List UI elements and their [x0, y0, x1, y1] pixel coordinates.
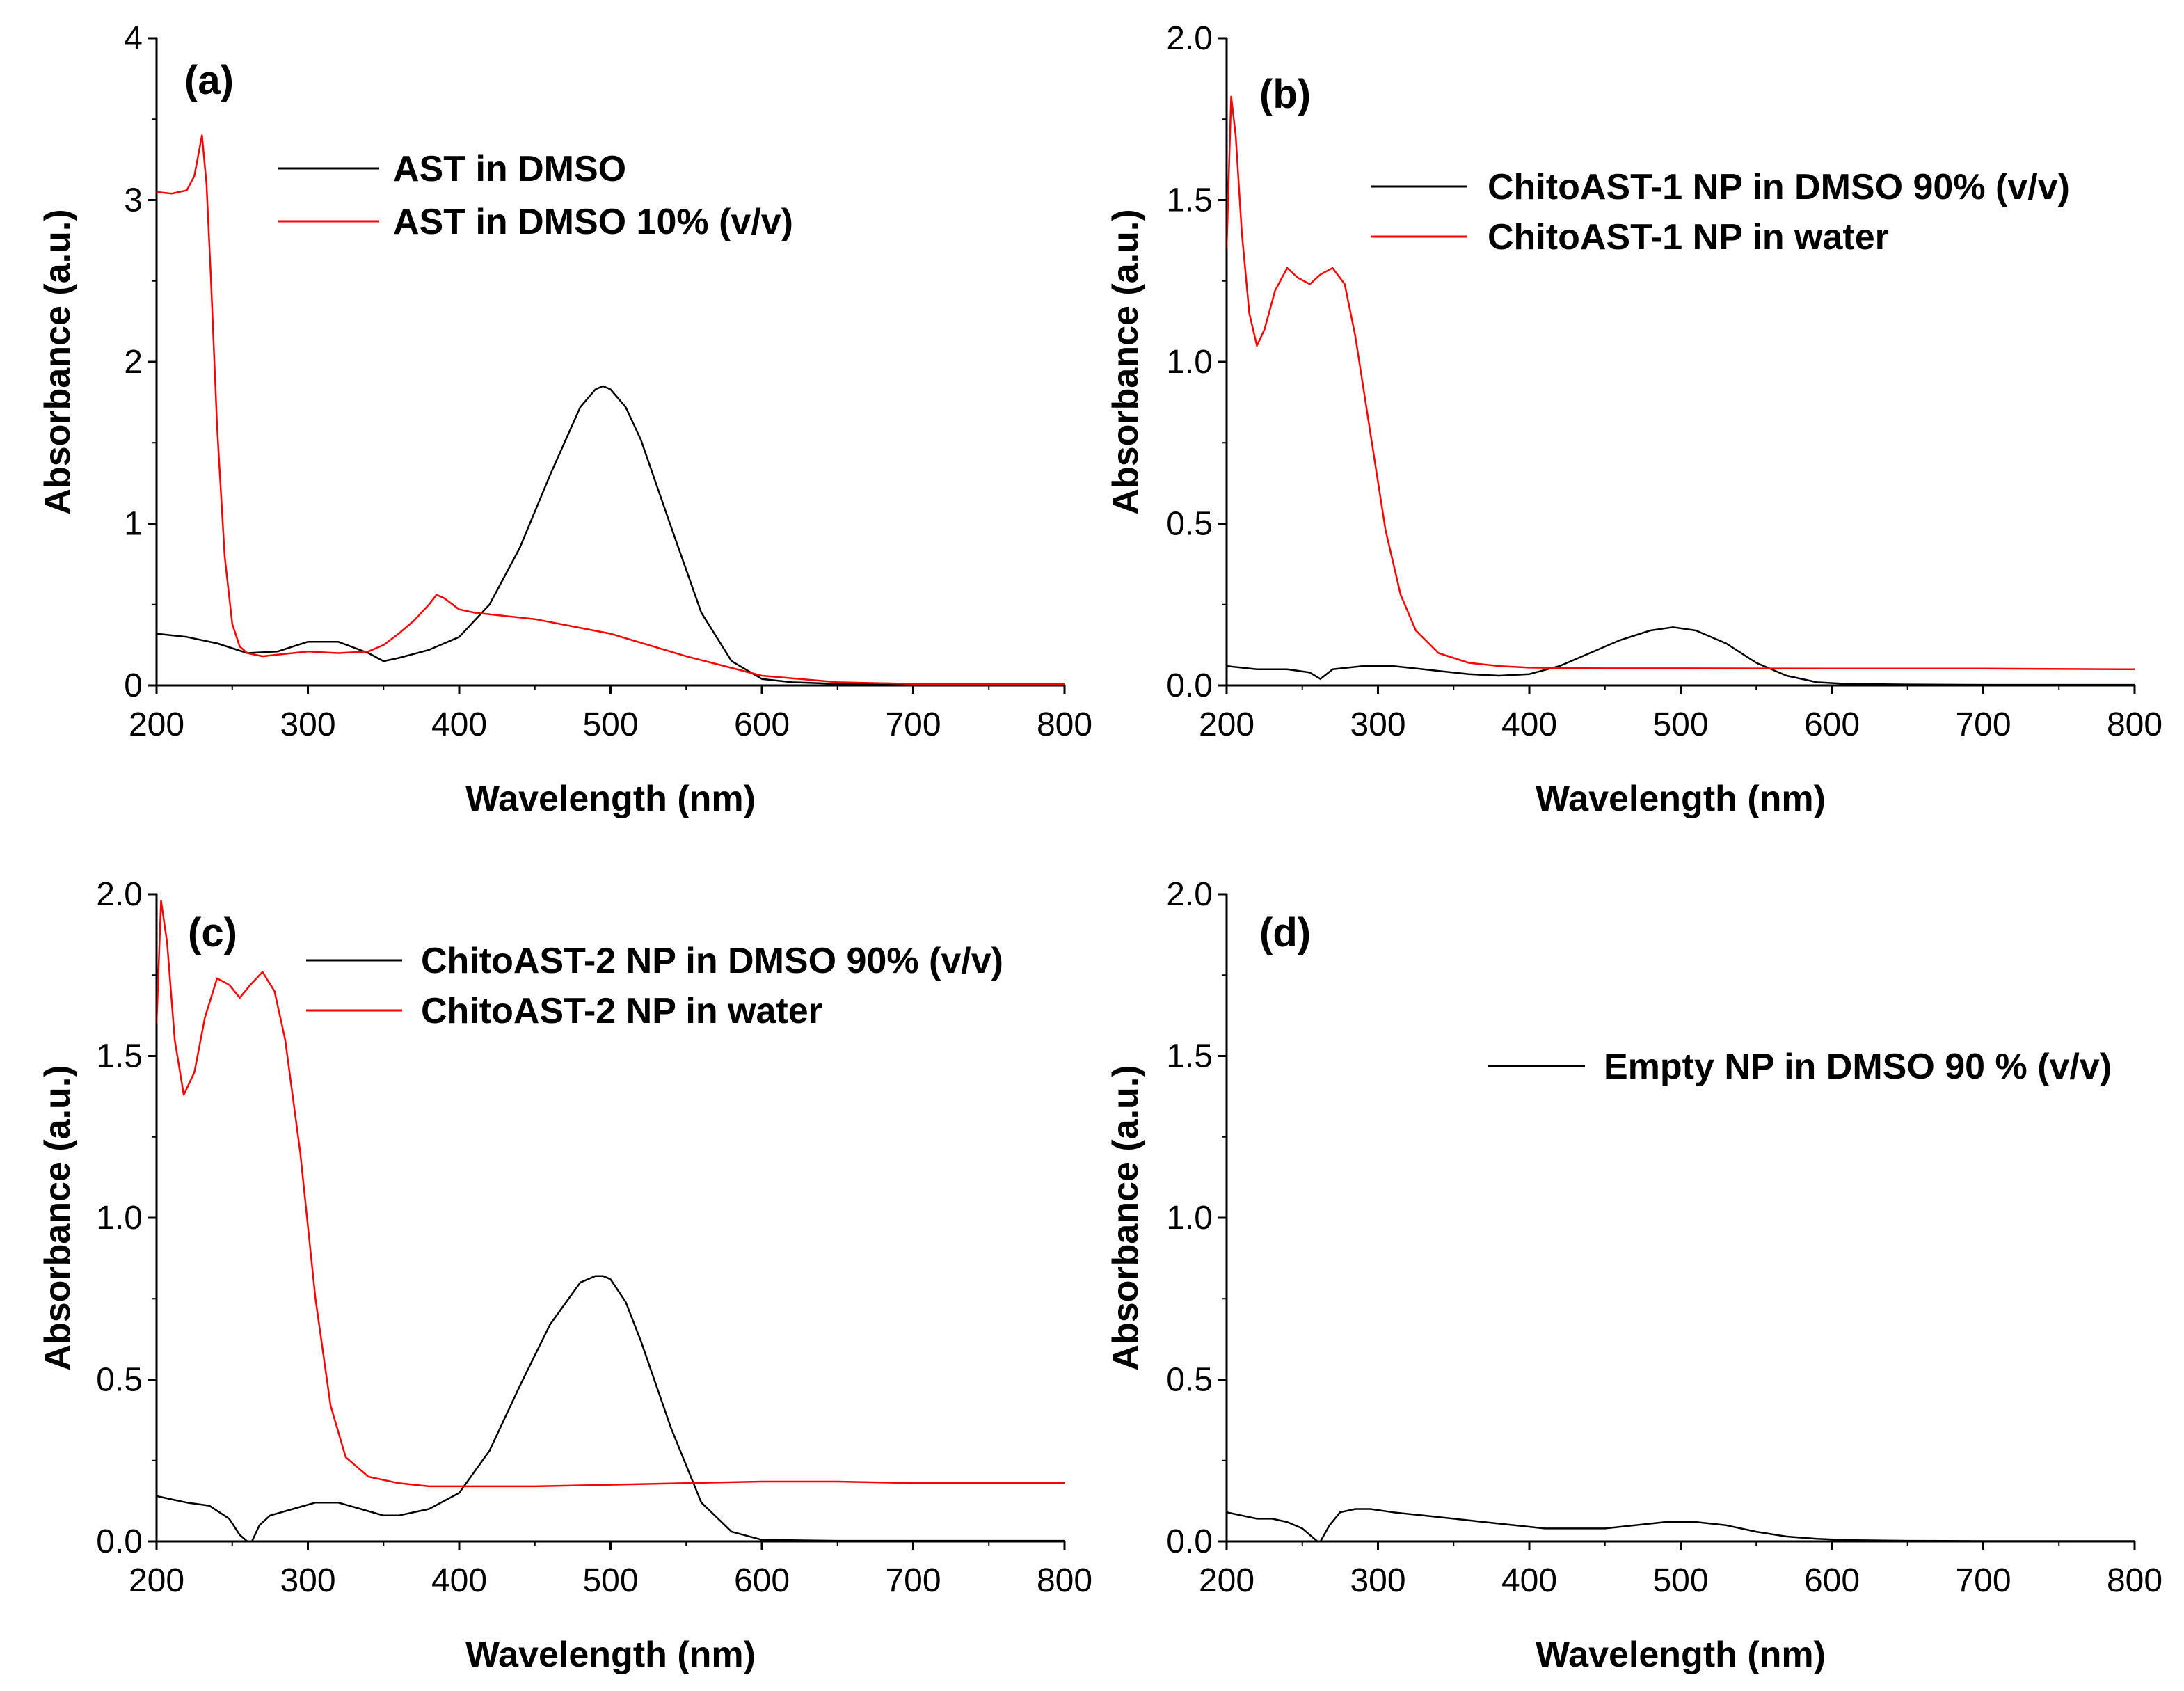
y-tick-label: 1.5 — [96, 1038, 143, 1075]
panel-label: (d) — [1259, 910, 1311, 955]
y-tick-label: 2.0 — [1166, 876, 1213, 913]
legend-label: ChitoAST-2 NP in DMSO 90% (v/v) — [421, 941, 1003, 981]
x-tick-label: 600 — [734, 706, 790, 743]
x-tick-label: 200 — [1199, 1562, 1254, 1599]
panel-b: 0.0 0.5 1.0 1.5 2.0 200 300 400 500 600 700 800 Wave… — [1106, 20, 2162, 819]
x-tick-label: 300 — [280, 706, 335, 743]
x-tick-label: 600 — [734, 1562, 790, 1599]
x-tick-label: 400 — [431, 706, 487, 743]
y-tick-label: 0.0 — [1166, 1523, 1213, 1560]
y-axis-title: Absorbance (a.u.) — [38, 1065, 78, 1370]
y-tick-label: 4 — [124, 20, 143, 57]
x-axis-title: Wavelength (nm) — [1536, 1635, 1826, 1675]
y-tick-label: 2.0 — [96, 876, 143, 913]
x-tick-label: 400 — [1501, 706, 1557, 743]
y-tick-label: 0.5 — [1166, 1362, 1213, 1399]
x-tick-label: 300 — [280, 1562, 335, 1599]
legend-label: AST in DMSO — [393, 149, 626, 189]
y-tick-label: 1.0 — [96, 1200, 143, 1237]
y-tick-label: 1.0 — [1166, 344, 1213, 381]
x-tick-label: 800 — [1037, 706, 1092, 743]
x-tick-label: 700 — [1955, 706, 2011, 743]
x-tick-label: 600 — [1804, 706, 1860, 743]
panel-c: 0.0 0.5 1.0 1.5 2.0 200 300 400 500 600 700 800 Wave… — [38, 876, 1092, 1675]
y-tick-label: 1.5 — [1166, 1038, 1213, 1075]
series-line-red — [157, 134, 1065, 685]
y-tick-label: 0.5 — [1166, 506, 1213, 543]
y-tick-label: 0.0 — [96, 1523, 143, 1560]
x-tick-label: 500 — [582, 1562, 638, 1599]
y-axis-title: Absorbance (a.u.) — [38, 209, 78, 514]
legend-label: ChitoAST-2 NP in water — [421, 991, 822, 1031]
x-tick-label: 700 — [885, 1562, 941, 1599]
x-axis-title: Wavelength (nm) — [465, 779, 756, 819]
y-tick-label: 0 — [124, 667, 143, 704]
x-tick-label: 800 — [2107, 1562, 2162, 1599]
legend-label: ChitoAST-1 NP in DMSO 90% (v/v) — [1488, 167, 2070, 207]
x-tick-label: 200 — [129, 706, 184, 743]
y-tick-label: 3 — [124, 182, 143, 219]
x-tick-label: 600 — [1804, 1562, 1860, 1599]
series-line-red — [1227, 95, 2135, 671]
x-tick-label: 500 — [582, 706, 638, 743]
x-axis-title: Wavelength (nm) — [465, 1635, 756, 1675]
y-tick-label: 1 — [124, 506, 143, 543]
y-axis-title: Absorbance (a.u.) — [1106, 1065, 1146, 1370]
series-line-black — [1227, 1508, 2135, 1541]
panel-d: 0.0 0.5 1.0 1.5 2.0 200 300 400 500 600 700 800 Wave… — [1106, 876, 2162, 1675]
series-line-black — [157, 385, 1065, 685]
x-tick-label: 200 — [129, 1562, 184, 1599]
panel-label: (a) — [184, 58, 234, 103]
x-tick-label: 400 — [431, 1562, 487, 1599]
x-tick-label: 300 — [1350, 1562, 1405, 1599]
y-tick-label: 1.5 — [1166, 182, 1213, 219]
legend-label: ChitoAST-1 NP in water — [1488, 217, 1889, 257]
series-line-black — [157, 1275, 1065, 1541]
legend-label: AST in DMSO 10% (v/v) — [393, 202, 793, 242]
legend-label: Empty NP in DMSO 90 % (v/v) — [1604, 1047, 2112, 1087]
y-tick-label: 1.0 — [1166, 1200, 1213, 1237]
panel-a: 0 1 2 3 4 200 300 400 500 600 700 800 Wavelength (nm… — [38, 20, 1092, 819]
y-tick-label: 0.0 — [1166, 667, 1213, 704]
series-line-black — [1227, 626, 2135, 685]
y-tick-label: 2 — [124, 344, 143, 381]
x-tick-label: 800 — [1037, 1562, 1092, 1599]
panel-label: (b) — [1259, 72, 1311, 117]
x-tick-label: 300 — [1350, 706, 1405, 743]
x-tick-label: 200 — [1199, 706, 1254, 743]
y-tick-label: 0.5 — [96, 1362, 143, 1399]
x-tick-label: 700 — [1955, 1562, 2011, 1599]
panel-label: (c) — [188, 910, 237, 955]
x-tick-label: 500 — [1652, 706, 1708, 743]
y-tick-label: 2.0 — [1166, 20, 1213, 57]
x-axis-title: Wavelength (nm) — [1536, 779, 1826, 819]
x-tick-label: 500 — [1652, 1562, 1708, 1599]
series-line-red — [157, 900, 1065, 1488]
x-tick-label: 700 — [885, 706, 941, 743]
x-tick-label: 800 — [2107, 706, 2162, 743]
x-tick-label: 400 — [1501, 1562, 1557, 1599]
y-axis-title: Absorbance (a.u.) — [1106, 209, 1146, 514]
